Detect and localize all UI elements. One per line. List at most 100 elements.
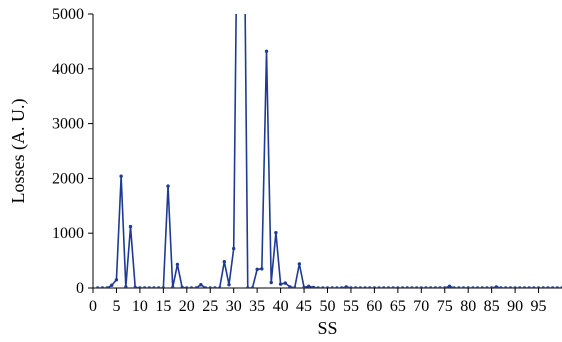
data-point xyxy=(550,286,555,288)
x-tick-label: 55 xyxy=(343,298,359,315)
data-point xyxy=(471,286,475,288)
x-tick-label: 40 xyxy=(273,298,289,315)
data-point xyxy=(541,286,545,288)
x-tick-label: 15 xyxy=(155,298,171,315)
data-point xyxy=(485,286,489,288)
data-point xyxy=(246,286,250,288)
data-point xyxy=(171,285,175,288)
data-point xyxy=(100,286,105,288)
data-point xyxy=(475,286,480,288)
series-group xyxy=(95,14,562,288)
data-point xyxy=(152,286,156,288)
data-point xyxy=(419,286,423,288)
data-point xyxy=(105,286,109,288)
data-point xyxy=(189,286,194,288)
data-point xyxy=(518,286,522,288)
y-tick-label: 1000 xyxy=(52,225,84,242)
x-ticks: 0 5 10 15 20 25 30 35 40 45 50 55 60 65 70 75 80 85 90 95 xyxy=(89,288,547,315)
data-point xyxy=(368,286,372,288)
data-point xyxy=(180,285,184,288)
data-point xyxy=(400,286,405,288)
series-line xyxy=(97,14,562,288)
data-point xyxy=(330,286,334,288)
data-point xyxy=(424,286,428,288)
data-point xyxy=(203,286,208,288)
data-point xyxy=(227,283,231,287)
data-point xyxy=(213,286,217,288)
data-point xyxy=(480,286,484,288)
x-tick-label: 10 xyxy=(132,298,148,315)
x-tick-label: 5 xyxy=(112,298,120,315)
y-tick-label: 3000 xyxy=(52,116,84,133)
data-point xyxy=(405,286,409,288)
data-point xyxy=(307,284,311,288)
data-point xyxy=(489,286,494,288)
data-point xyxy=(522,286,527,288)
data-point xyxy=(447,284,452,288)
data-point xyxy=(250,286,255,288)
data-point xyxy=(461,286,466,288)
data-point xyxy=(95,286,100,288)
data-point xyxy=(124,285,128,288)
data-point xyxy=(133,285,137,288)
data-point xyxy=(386,286,391,288)
data-point xyxy=(414,286,419,288)
x-tick-label: 80 xyxy=(460,298,476,315)
data-point xyxy=(438,286,442,288)
data-point xyxy=(269,280,273,285)
x-tick-label: 90 xyxy=(507,298,523,315)
x-axis-title: SS xyxy=(317,318,337,338)
data-point xyxy=(311,285,316,288)
y-ticks: 0 1000 2000 3000 4000 5000 xyxy=(52,6,93,297)
data-point xyxy=(452,286,456,288)
data-point xyxy=(410,286,414,288)
x-tick-label: 85 xyxy=(484,298,500,315)
data-point xyxy=(222,259,227,264)
data-point xyxy=(119,174,123,178)
data-point xyxy=(142,286,147,288)
data-point xyxy=(292,286,297,288)
x-tick-label: 0 xyxy=(89,298,97,315)
data-point xyxy=(339,286,344,288)
x-tick-label: 20 xyxy=(179,298,195,315)
data-point xyxy=(316,286,320,288)
data-point xyxy=(428,286,433,288)
data-point xyxy=(353,286,358,288)
data-point xyxy=(110,283,114,287)
data-point xyxy=(555,286,560,288)
data-point xyxy=(255,267,259,272)
data-point xyxy=(156,286,161,288)
data-point xyxy=(499,286,503,288)
data-point xyxy=(114,278,119,282)
y-tick-label: 5000 xyxy=(52,6,84,23)
data-point xyxy=(546,286,550,288)
x-tick-label: 25 xyxy=(202,298,218,315)
data-point xyxy=(377,286,381,288)
data-point xyxy=(278,282,283,286)
data-point xyxy=(217,286,222,288)
x-tick-label: 30 xyxy=(226,298,242,315)
data-point xyxy=(532,286,536,288)
x-tick-label: 35 xyxy=(249,298,265,315)
data-point xyxy=(274,230,278,235)
data-point xyxy=(508,286,513,288)
data-point xyxy=(372,286,377,288)
x-tick-label: 65 xyxy=(390,298,406,315)
data-point xyxy=(232,246,236,251)
data-point xyxy=(536,286,541,288)
y-tick-label: 2000 xyxy=(52,170,84,187)
data-point xyxy=(194,286,198,288)
data-point xyxy=(494,285,499,288)
data-point xyxy=(264,49,269,53)
data-point xyxy=(185,286,189,288)
data-point xyxy=(513,286,517,288)
data-point xyxy=(199,283,203,287)
y-tick-label: 0 xyxy=(76,280,84,297)
data-point xyxy=(358,286,363,288)
data-point xyxy=(382,286,386,288)
data-point xyxy=(457,286,461,288)
data-point xyxy=(391,286,395,288)
data-point xyxy=(138,286,142,288)
data-point xyxy=(175,262,180,267)
